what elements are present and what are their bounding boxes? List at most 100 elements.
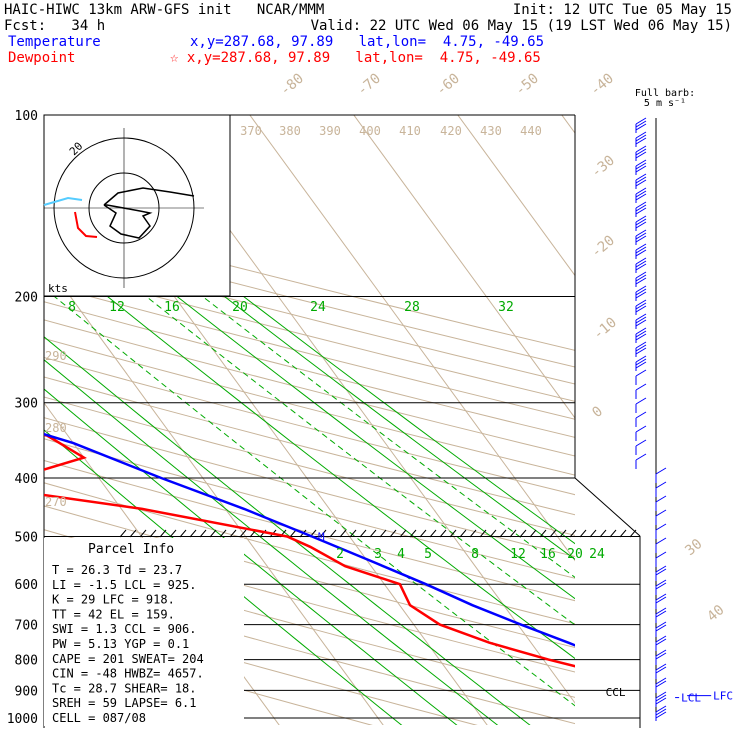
wind-barb-feather	[635, 137, 647, 145]
wind-barb-feather	[655, 610, 667, 618]
hodograph-trace-upper	[103, 187, 195, 206]
wind-barb-feather	[635, 201, 647, 209]
hatch-tick	[499, 529, 507, 538]
isotherm-line	[561, 115, 575, 134]
isotherm-line	[353, 115, 575, 419]
wind-barb-feather	[635, 145, 647, 153]
wind-barb-feather	[655, 663, 667, 671]
wind-barb-feather	[635, 123, 647, 131]
pressure-label: 300	[15, 397, 38, 412]
hatch-tick	[539, 529, 547, 538]
parcel-info-row: CIN = -48 HWBZ= 4657.	[52, 667, 204, 681]
mixing-ratio-label: 12	[109, 300, 125, 315]
dry-adiabat-line	[44, 319, 575, 457]
level-label: LFC	[713, 690, 733, 703]
hodograph-trace-surface	[74, 211, 98, 238]
mixing-ratio-label: 24	[310, 300, 326, 315]
wind-barb-feather	[635, 159, 647, 167]
wind-barb-feather	[635, 274, 647, 282]
wind-barb-feather	[635, 453, 647, 461]
wind-barb-feather	[635, 218, 647, 226]
wind-barb-feather	[655, 677, 667, 685]
pressure-label: 500	[15, 530, 38, 545]
wind-barb-feather	[635, 204, 647, 212]
wind-barb-feather	[635, 120, 647, 128]
hatch-tick	[579, 529, 587, 538]
hatch-tick	[489, 529, 497, 538]
parcel-info-box	[44, 538, 244, 726]
hatch-tick	[449, 529, 457, 538]
hatch-tick	[209, 529, 217, 538]
wind-barb-feather	[655, 582, 667, 590]
wind-barb-feather	[655, 697, 667, 705]
parcel-info-row: Tc = 28.7 SHEAR= 18.	[52, 681, 197, 695]
wind-barb-feather	[655, 523, 667, 531]
mixing-ratio-label: 2	[336, 547, 344, 562]
hodograph-units-label: kts	[48, 282, 68, 295]
hatch-tick	[289, 529, 297, 538]
hatch-tick	[379, 529, 387, 538]
wind-barb-feather	[635, 165, 647, 173]
isotherm-label: -30	[588, 153, 618, 182]
wind-barb-feather	[635, 179, 647, 187]
wind-barb-feather	[635, 151, 647, 159]
hatch-tick	[239, 529, 247, 538]
hatch-tick	[599, 529, 607, 538]
hatch-tick	[549, 529, 557, 538]
wind-barb-feather	[655, 565, 667, 573]
hatch-tick	[569, 529, 577, 538]
wind-barb-feather	[635, 246, 647, 254]
right-frame-diagonal	[574, 477, 641, 537]
wind-barb-feather	[635, 291, 647, 299]
hatch-tick	[339, 529, 347, 538]
hodograph-frame	[43, 114, 231, 297]
hatch-tick	[169, 529, 177, 538]
mixing-ratio-line	[44, 336, 531, 725]
mixing-ratio-label: 32	[498, 300, 514, 315]
mixing-ratio-label: 16	[164, 300, 180, 315]
mixing-ratio-line	[224, 296, 575, 560]
dry-adiabat-line	[44, 249, 575, 385]
hodograph-trace-low	[43, 196, 83, 206]
pressure-label: 700	[15, 619, 38, 634]
theta-label: 420	[440, 124, 462, 138]
temperature-profile	[44, 432, 575, 647]
header-line1-right: Init: 12 UTC Tue 05 May 15	[512, 2, 732, 18]
isotherm-label: 0	[589, 403, 606, 421]
mixing-ratio-label: 8	[68, 300, 76, 315]
hatch-tick	[439, 529, 447, 538]
temperature-legend-coords: x,y=287.68, 97.89 lat,lon= 4.75, -49.65	[190, 34, 545, 50]
isotherm-label: -40	[587, 71, 617, 100]
isotherm-label: -10	[590, 315, 620, 344]
mixing-ratio-label: 3	[374, 547, 382, 562]
dry-adiabat-line	[44, 337, 575, 476]
hatch-tick	[319, 529, 327, 538]
wind-barb-feather	[655, 666, 667, 674]
wind-barb-feather	[635, 397, 647, 405]
parcel-info-row: T = 26.3 Td = 23.7	[52, 563, 182, 577]
wind-barb-feather	[655, 551, 667, 559]
wind-barb-feather	[635, 221, 647, 229]
hatch-tick	[409, 529, 417, 538]
pressure-label: 100	[15, 109, 38, 124]
wind-barb-feather	[635, 355, 647, 363]
theta-label: 430	[480, 124, 502, 138]
header-line2-right: Valid: 22 UTC Wed 06 May 15 (19 LST Wed …	[310, 18, 732, 34]
dry-adiabat-line	[44, 357, 575, 496]
header-line1-left: HAIC-HIWC 13km ARW-GFS init NCAR/MMM	[4, 2, 325, 18]
wind-barb-feather	[635, 215, 647, 223]
theta-label: 380	[279, 124, 301, 138]
wind-barb-feather	[635, 439, 647, 447]
hatch-tick	[559, 529, 567, 538]
wind-barb-feather	[635, 134, 647, 142]
wind-barb-feather	[635, 285, 647, 293]
pressure-label: 600	[15, 578, 38, 593]
wind-barb-feather	[635, 162, 647, 170]
hatch-tick	[129, 529, 137, 538]
isotherm-label: -70	[354, 71, 384, 100]
theta-label: 410	[399, 124, 421, 138]
isotherm-line	[457, 115, 575, 277]
wind-barb-feather	[635, 411, 647, 419]
dry-adiabat-line	[44, 283, 575, 420]
